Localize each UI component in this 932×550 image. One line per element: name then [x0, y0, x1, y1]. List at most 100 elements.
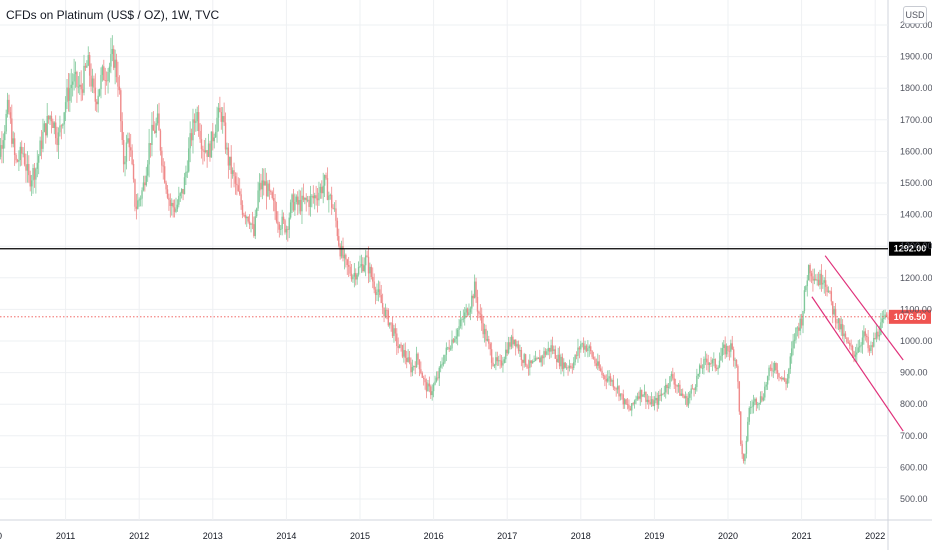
candle-body — [830, 291, 833, 302]
candle-body — [568, 365, 571, 369]
candle-body — [860, 344, 862, 347]
candle-body — [90, 75, 92, 87]
candle-body — [178, 195, 180, 205]
candle-body — [233, 170, 235, 177]
candle-body — [631, 403, 633, 411]
candle-body — [38, 155, 40, 163]
candle-body — [298, 199, 300, 205]
candle-body — [80, 84, 82, 90]
candle-body — [297, 196, 299, 205]
candle-body — [587, 348, 589, 352]
candle-body — [234, 176, 237, 184]
candle-body — [619, 393, 622, 397]
candle-body — [632, 403, 634, 405]
candle-body — [810, 273, 813, 277]
channel-lower-line[interactable] — [811, 296, 904, 432]
candle-body — [547, 347, 549, 352]
candle-body — [329, 194, 331, 196]
candle-body — [425, 382, 428, 392]
candle-body — [781, 377, 783, 380]
candle-body — [46, 115, 48, 136]
candle-body — [197, 112, 200, 132]
y-tick-label: 1700.00 — [900, 115, 932, 125]
candle-body — [410, 362, 412, 373]
candle-body — [8, 99, 10, 113]
candle-body — [527, 367, 530, 369]
candle-body — [270, 190, 272, 193]
candle-body — [265, 181, 268, 197]
candle-body — [662, 393, 664, 395]
candle-body — [346, 259, 348, 266]
candle-body — [275, 211, 278, 222]
candle-body — [205, 150, 207, 153]
candle-body — [594, 358, 596, 364]
candle-body — [475, 281, 477, 297]
candle-body — [255, 208, 258, 217]
candle-body — [721, 348, 724, 356]
candle-body — [447, 347, 449, 349]
candle-body — [231, 170, 234, 174]
candle-body — [880, 322, 882, 335]
candle-body — [796, 327, 799, 329]
candle-body — [875, 331, 878, 339]
channel-upper-line[interactable] — [824, 255, 904, 361]
candle-body — [108, 66, 111, 72]
candle-body — [306, 199, 309, 201]
candle-body — [575, 355, 578, 356]
candle-body — [280, 228, 282, 230]
candle-body — [502, 362, 504, 366]
candle-body — [887, 316, 889, 319]
candle-body — [741, 444, 743, 455]
candle-body — [826, 286, 828, 293]
candle-body — [374, 289, 377, 296]
candle-body — [595, 363, 598, 366]
candle-body — [391, 323, 394, 336]
candle-body — [765, 384, 767, 387]
candle-body — [841, 324, 844, 337]
candle-body — [251, 223, 254, 225]
candle-body — [871, 345, 874, 347]
candle-body — [514, 339, 517, 347]
candle-body — [718, 360, 721, 368]
candle-body — [628, 405, 630, 409]
candle-body — [434, 381, 436, 385]
candle-body — [315, 195, 317, 199]
currency-button[interactable]: USD — [903, 6, 927, 24]
candle-body — [439, 364, 442, 368]
candle-body — [615, 388, 617, 390]
candle-body — [707, 362, 709, 365]
candle-body — [193, 119, 196, 123]
candle-body — [335, 208, 337, 221]
candle-body — [827, 290, 830, 293]
candle-body — [809, 264, 811, 274]
candle-body — [602, 374, 605, 376]
candle-body — [148, 143, 150, 165]
candle-body — [648, 399, 650, 403]
candle-body — [646, 399, 649, 402]
price-axis[interactable]: 2000.00 1900.00 1800.00 1700.00 1600.00 1500.… — [900, 20, 932, 504]
candle-body — [850, 345, 852, 347]
time-axis[interactable]: 2010 2011 2012 2013 2014 2015 2016 2017 2018 2019… — [0, 531, 885, 541]
candle-body — [83, 65, 85, 93]
candle-body — [650, 399, 653, 405]
y-tick-label: 1900.00 — [900, 52, 932, 62]
x-tick-label: 2022 — [865, 531, 885, 541]
candle-body — [519, 350, 521, 352]
candle-body — [755, 398, 758, 405]
candle-body — [18, 160, 20, 162]
candle-body — [189, 133, 191, 149]
candle-body — [635, 399, 637, 401]
candle-body — [393, 328, 395, 336]
candle-body — [47, 115, 50, 120]
y-tick-label: 1600.00 — [900, 146, 932, 156]
candle-body — [546, 351, 548, 355]
candle-body — [236, 183, 238, 186]
candle-body — [560, 356, 562, 367]
candle-body — [12, 138, 14, 144]
candle-body — [713, 359, 715, 360]
candle-body — [261, 180, 264, 190]
candle-body — [350, 273, 353, 280]
candle-body — [172, 202, 174, 208]
candle-body — [246, 216, 248, 219]
